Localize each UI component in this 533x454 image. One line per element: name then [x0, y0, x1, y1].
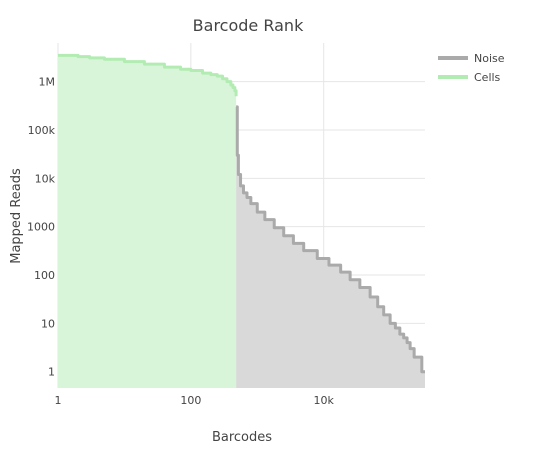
x-tick-label: 1 [55, 394, 62, 407]
legend-label-noise: Noise [474, 52, 505, 65]
legend[interactable]: Noise Cells [438, 52, 505, 84]
y-tick-label: 1000 [27, 221, 55, 234]
chart-title: Barcode Rank [193, 16, 304, 35]
legend-item-noise[interactable]: Noise [438, 52, 505, 65]
y-tick-label: 10 [41, 317, 55, 330]
y-tick-label: 1M [39, 76, 56, 89]
y-tick-label: 100k [28, 124, 56, 137]
x-tick-label: 10k [314, 394, 335, 407]
line-cells [58, 53, 238, 97]
area-noise [236, 106, 425, 389]
y-tick-label: 1 [48, 366, 55, 379]
series-lines [58, 53, 425, 374]
series-areas [58, 55, 425, 389]
x-axis-title: Barcodes [212, 430, 272, 445]
line-noise [235, 105, 425, 374]
area-cells [58, 55, 237, 389]
x-tick-label: 100 [180, 394, 201, 407]
legend-item-cells[interactable]: Cells [438, 71, 501, 84]
y-tick-label: 10k [35, 172, 56, 185]
y-tick-label: 100 [34, 269, 55, 282]
legend-label-cells: Cells [474, 71, 501, 84]
x-axis-ticks: 1 100 10k [55, 394, 335, 407]
y-axis-ticks: 1 10 100 1000 10k 100k 1M [27, 76, 56, 379]
y-axis-title: Mapped Reads [9, 168, 24, 264]
